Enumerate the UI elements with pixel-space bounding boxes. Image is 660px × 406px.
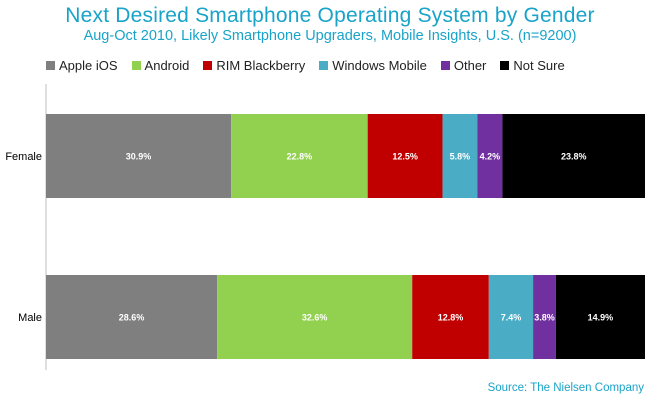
legend-item-rim-blackberry: RIM Blackberry — [203, 58, 305, 73]
chart-subtitle: Aug-Oct 2010, Likely Smartphone Upgrader… — [83, 28, 577, 44]
bar-segment-female-other — [477, 114, 503, 198]
bar-segment-female-rim-blackberry — [367, 114, 443, 198]
bar-segment-male-not-sure — [555, 275, 645, 359]
legend-swatch — [46, 60, 55, 70]
category-label: Male — [18, 312, 42, 324]
legend-swatch — [203, 60, 213, 70]
bar-segment-male-rim-blackberry — [412, 275, 489, 359]
legend-swatch — [440, 60, 450, 70]
bar-segment-male-windows-mobile — [488, 275, 534, 359]
legend: Apple iOS Android RIM Blackberry Windows… — [46, 56, 579, 74]
data-label: 14.9% — [588, 313, 614, 323]
legend-item-android: Android — [131, 57, 190, 73]
bar-segment-female-android — [231, 114, 368, 198]
legend-label: Android — [144, 57, 190, 73]
legend-swatch — [131, 60, 141, 70]
legend-label: Other — [453, 57, 487, 73]
source-note: Source: The Nielsen Company — [487, 382, 644, 394]
data-label: 22.8% — [287, 152, 313, 162]
legend-label: Windows Mobile — [332, 57, 427, 73]
legend-label: RIM Blackberry — [216, 57, 306, 73]
bar-segment-male-android — [217, 275, 413, 359]
legend-item-not-sure: Not Sure — [500, 57, 565, 73]
bar-segment-female-apple-ios — [46, 114, 232, 198]
legend-swatch — [319, 60, 329, 70]
data-label: 4.2% — [480, 152, 501, 162]
chart-title: Next Desired Smartphone Operating System… — [65, 4, 595, 27]
data-label: 12.5% — [392, 152, 418, 162]
data-label: 23.8% — [561, 152, 587, 162]
bar-segment-male-apple-ios — [46, 275, 218, 359]
legend-label: Apple iOS — [59, 57, 118, 73]
legend-swatch — [500, 60, 510, 70]
legend-item-other: Other — [440, 57, 487, 73]
data-label: 12.8% — [438, 313, 464, 323]
legend-item-apple-ios: Apple iOS — [46, 58, 118, 73]
legend-label: Not Sure — [513, 57, 565, 73]
data-label: 5.8% — [450, 152, 471, 162]
bar-segment-female-windows-mobile — [442, 114, 478, 198]
data-label: 28.6% — [119, 313, 145, 323]
bar-segment-male-other — [533, 275, 556, 359]
legend-item-windows-mobile: Windows Mobile — [319, 58, 427, 73]
data-label: 30.9% — [126, 152, 152, 162]
bar-segment-female-not-sure — [502, 114, 645, 198]
data-label: 32.6% — [302, 313, 328, 323]
category-label: Female — [5, 151, 42, 163]
data-label: 3.8% — [534, 313, 555, 323]
data-label: 7.4% — [501, 313, 522, 323]
